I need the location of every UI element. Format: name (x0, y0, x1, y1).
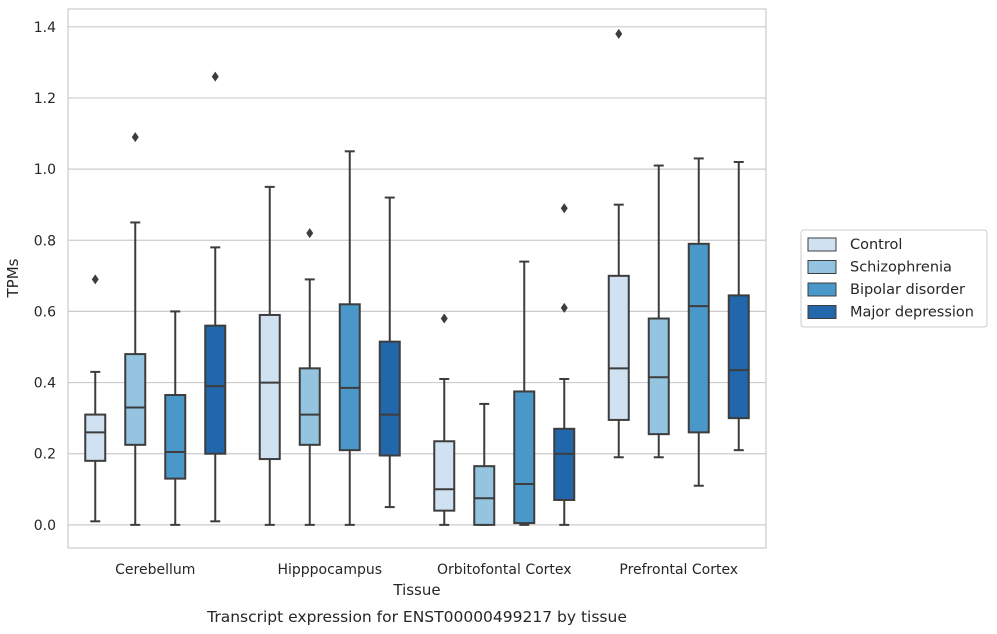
outlier-point (615, 28, 623, 39)
figure-caption: Transcript expression for ENST0000049921… (206, 608, 627, 626)
legend-swatch (807, 237, 837, 252)
box-iqr (473, 465, 496, 526)
y-tick-label: 0.0 (34, 518, 56, 534)
x-tick-labels: Cerebellum Hipppocampus Orbitofontal Corte… (115, 562, 738, 578)
outlier-point (91, 274, 99, 285)
box-bipolar-disorder (164, 310, 187, 526)
box-iqr (553, 427, 576, 501)
y-tick-label: 0.8 (34, 233, 56, 249)
box-bipolar-disorder (338, 150, 361, 526)
y-tick-label: 0.2 (34, 447, 56, 463)
legend-label: Control (850, 237, 902, 253)
box-major-depression (378, 196, 401, 509)
box-iqr (164, 394, 187, 480)
x-tick-label: Cerebellum (115, 562, 195, 578)
legend-swatch (807, 305, 837, 319)
outlier-point (440, 313, 448, 324)
legend-frame (800, 229, 988, 328)
legend-label: Major depression (850, 305, 974, 321)
y-tick-label: 0.6 (34, 304, 56, 320)
box-iqr (298, 367, 321, 446)
y-tick-label: 1.4 (34, 20, 56, 36)
box-schizophrenia (473, 402, 496, 526)
box-iqr (84, 413, 107, 462)
box-iqr (338, 303, 361, 452)
box-schizophrenia (124, 132, 147, 526)
outlier-point (306, 228, 314, 239)
box-iqr (378, 340, 401, 457)
legend-swatch (807, 282, 837, 297)
box-bipolar-disorder (687, 157, 710, 487)
box-control (607, 28, 630, 459)
y-axis-title: TPMs (4, 258, 22, 298)
box-control (258, 185, 281, 526)
box-bipolar-disorder (513, 260, 536, 526)
box-schizophrenia (647, 164, 670, 459)
outlier-point (560, 203, 568, 214)
y-tick-label: 1.0 (34, 162, 56, 178)
legend-swatch (807, 260, 837, 274)
legend: Control Schizophrenia Bipolar disorder Majo… (800, 229, 988, 328)
x-tick-label: Hipppocampus (277, 562, 382, 578)
box-iqr (204, 324, 227, 455)
legend-label: Bipolar disorder (850, 282, 965, 298)
box-schizophrenia (298, 228, 321, 526)
box-iqr (124, 353, 147, 446)
box-iqr (687, 242, 710, 434)
outlier-point (560, 302, 568, 313)
y-tick-labels: 0.0 0.2 0.4 0.6 0.8 1.0 1.2 1.4 (34, 20, 56, 534)
box-major-depression (727, 160, 750, 452)
y-tick-label: 1.2 (34, 91, 56, 107)
box-iqr (727, 294, 750, 420)
box-major-depression (204, 71, 227, 523)
x-tick-label: Prefrontal Cortex (619, 562, 738, 578)
box-iqr (513, 390, 536, 525)
box-control (433, 313, 456, 526)
outlier-point (131, 132, 139, 143)
outlier-point (211, 71, 219, 82)
box-control (84, 274, 107, 523)
plot-frame (67, 8, 767, 549)
x-tick-label: Orbitofontal Cortex (437, 562, 572, 578)
x-axis-title: Tissue (392, 581, 440, 599)
box-iqr (433, 440, 456, 512)
y-tick-label: 0.4 (34, 376, 56, 392)
box-major-depression (553, 203, 576, 526)
box-groups (84, 28, 750, 526)
box-iqr (607, 274, 630, 421)
box-iqr (258, 313, 281, 461)
legend-label: Schizophrenia (850, 260, 952, 276)
